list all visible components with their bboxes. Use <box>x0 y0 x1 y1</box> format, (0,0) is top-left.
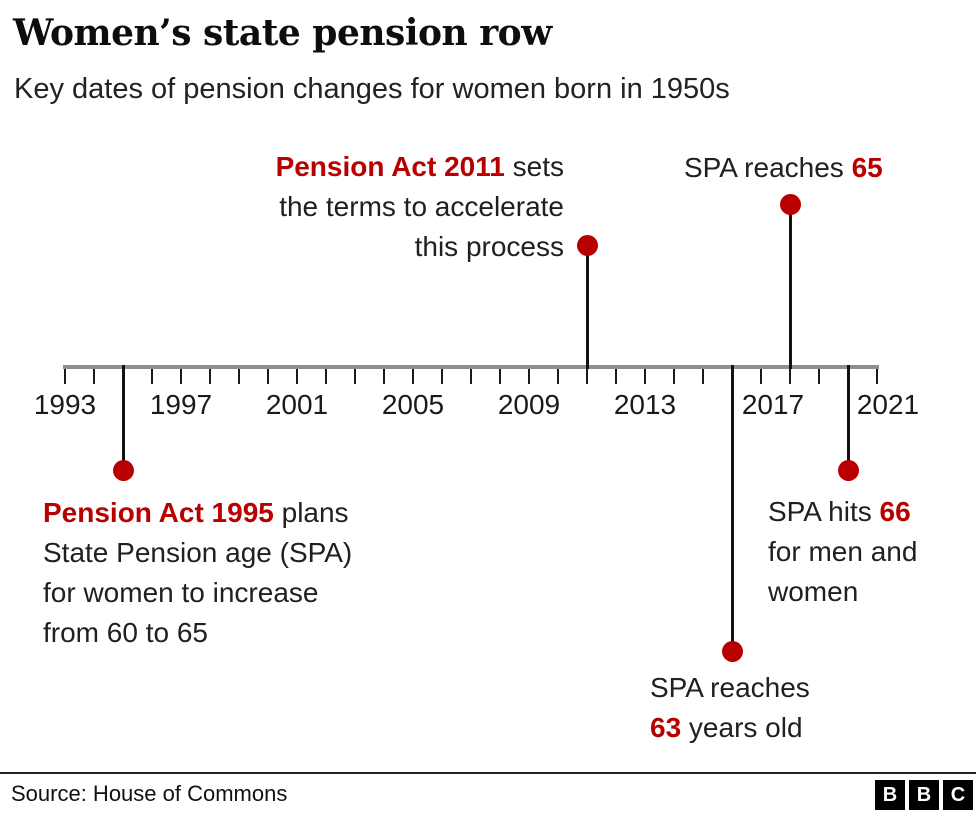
axis-tick <box>441 369 443 384</box>
axis-tick <box>673 369 675 384</box>
event-label-line: State Pension age (SPA) <box>43 533 352 573</box>
axis-tick <box>818 369 820 384</box>
event-label-segment: Pension Act 2011 <box>275 151 505 182</box>
event-label-line: this process <box>276 227 564 267</box>
axis-year-label: 1997 <box>149 389 213 420</box>
event-label-segment: plans <box>273 497 349 528</box>
axis-tick <box>789 369 791 384</box>
axis-tick <box>412 369 414 384</box>
axis-tick <box>296 369 298 384</box>
timeline-axis <box>63 365 879 369</box>
event-label-line: SPA reaches 65 <box>684 148 883 188</box>
axis-tick <box>93 369 95 384</box>
event-marker-dot <box>721 640 743 662</box>
event-label-line: for women to increase <box>43 573 352 613</box>
axis-tick <box>470 369 472 384</box>
event-label-line: Pension Act 2011 sets <box>276 147 564 187</box>
event-label-segment: the terms to accelerate <box>279 191 564 222</box>
event-label-segment: 63 <box>650 712 682 743</box>
event-label-segment: this process <box>414 231 564 262</box>
axis-tick <box>760 369 762 384</box>
axis-tick <box>64 369 66 384</box>
event-stem <box>730 365 734 651</box>
axis-tick <box>354 369 356 384</box>
bbc-logo: B B C <box>875 780 973 810</box>
axis-tick <box>209 369 211 384</box>
axis-year-label: 2017 <box>741 389 805 420</box>
event-marker-dot <box>779 193 801 215</box>
axis-tick <box>499 369 501 384</box>
event-stem <box>121 365 125 470</box>
event-label-segment: 66 <box>879 496 911 527</box>
event-label-line: women <box>768 572 917 612</box>
axis-year-label: 2005 <box>381 389 445 420</box>
axis-tick <box>644 369 646 384</box>
event-label-spa-63: SPA reaches 63 years old <box>650 668 810 748</box>
event-label-pension-act-2011: Pension Act 2011 sets the terms to accele… <box>276 147 564 267</box>
event-label-segment: State Pension age (SPA) <box>43 537 353 568</box>
axis-year-label: 2001 <box>265 389 329 420</box>
axis-tick <box>876 369 878 384</box>
bbc-logo-letter: C <box>950 784 966 806</box>
axis-tick <box>528 369 530 384</box>
axis-year-label: 2009 <box>497 389 561 420</box>
axis-tick <box>267 369 269 384</box>
event-label-spa-65: SPA reaches 65 <box>684 148 883 188</box>
bbc-logo-letter: B <box>882 784 898 806</box>
footer-divider <box>0 772 976 774</box>
axis-tick <box>702 369 704 384</box>
event-label-line: Pension Act 1995 plans <box>43 493 352 533</box>
axis-year-label: 2021 <box>856 389 920 420</box>
event-label-segment: for men and <box>768 536 918 567</box>
event-label-segment: SPA reaches <box>684 152 852 183</box>
event-label-line: for men and <box>768 532 917 572</box>
axis-tick <box>615 369 617 384</box>
event-label-segment: from 60 to 65 <box>43 617 208 648</box>
event-stem <box>846 365 850 470</box>
event-label-segment: SPA reaches <box>650 672 810 703</box>
event-marker-dot <box>837 459 859 481</box>
event-stem <box>585 245 589 369</box>
event-label-segment: Pension Act 1995 <box>43 497 274 528</box>
event-marker-dot <box>112 459 134 481</box>
event-label-line: SPA hits 66 <box>768 492 917 532</box>
event-stem <box>788 204 792 369</box>
axis-year-label: 1993 <box>33 389 97 420</box>
axis-tick <box>383 369 385 384</box>
axis-tick <box>557 369 559 384</box>
event-label-line: SPA reaches <box>650 668 810 708</box>
bbc-logo-letter: B <box>916 784 932 806</box>
chart-title: Women’s state pension row <box>13 12 552 54</box>
bbc-logo-block: C <box>943 780 973 810</box>
bbc-logo-block: B <box>909 780 939 810</box>
event-label-segment: for women to increase <box>43 577 319 608</box>
chart-subtitle: Key dates of pension changes for women b… <box>14 73 730 105</box>
bbc-logo-block: B <box>875 780 905 810</box>
event-label-spa-66: SPA hits 66 for men and women <box>768 492 917 612</box>
axis-tick <box>325 369 327 384</box>
event-label-line: 63 years old <box>650 708 810 748</box>
axis-tick <box>238 369 240 384</box>
event-label-pension-act-1995: Pension Act 1995 plans State Pension age … <box>43 493 352 653</box>
event-label-segment: years old <box>681 712 803 743</box>
axis-year-label: 2013 <box>613 389 677 420</box>
axis-tick <box>151 369 153 384</box>
axis-tick <box>180 369 182 384</box>
event-label-line: from 60 to 65 <box>43 613 352 653</box>
event-label-line: the terms to accelerate <box>276 187 564 227</box>
axis-tick <box>586 369 588 384</box>
source-text: Source: House of Commons <box>11 781 288 806</box>
event-label-segment: women <box>768 576 859 607</box>
event-label-segment: SPA hits <box>768 496 880 527</box>
event-label-segment: 65 <box>851 152 883 183</box>
event-label-segment: sets <box>504 151 564 182</box>
event-marker-dot <box>576 234 598 256</box>
